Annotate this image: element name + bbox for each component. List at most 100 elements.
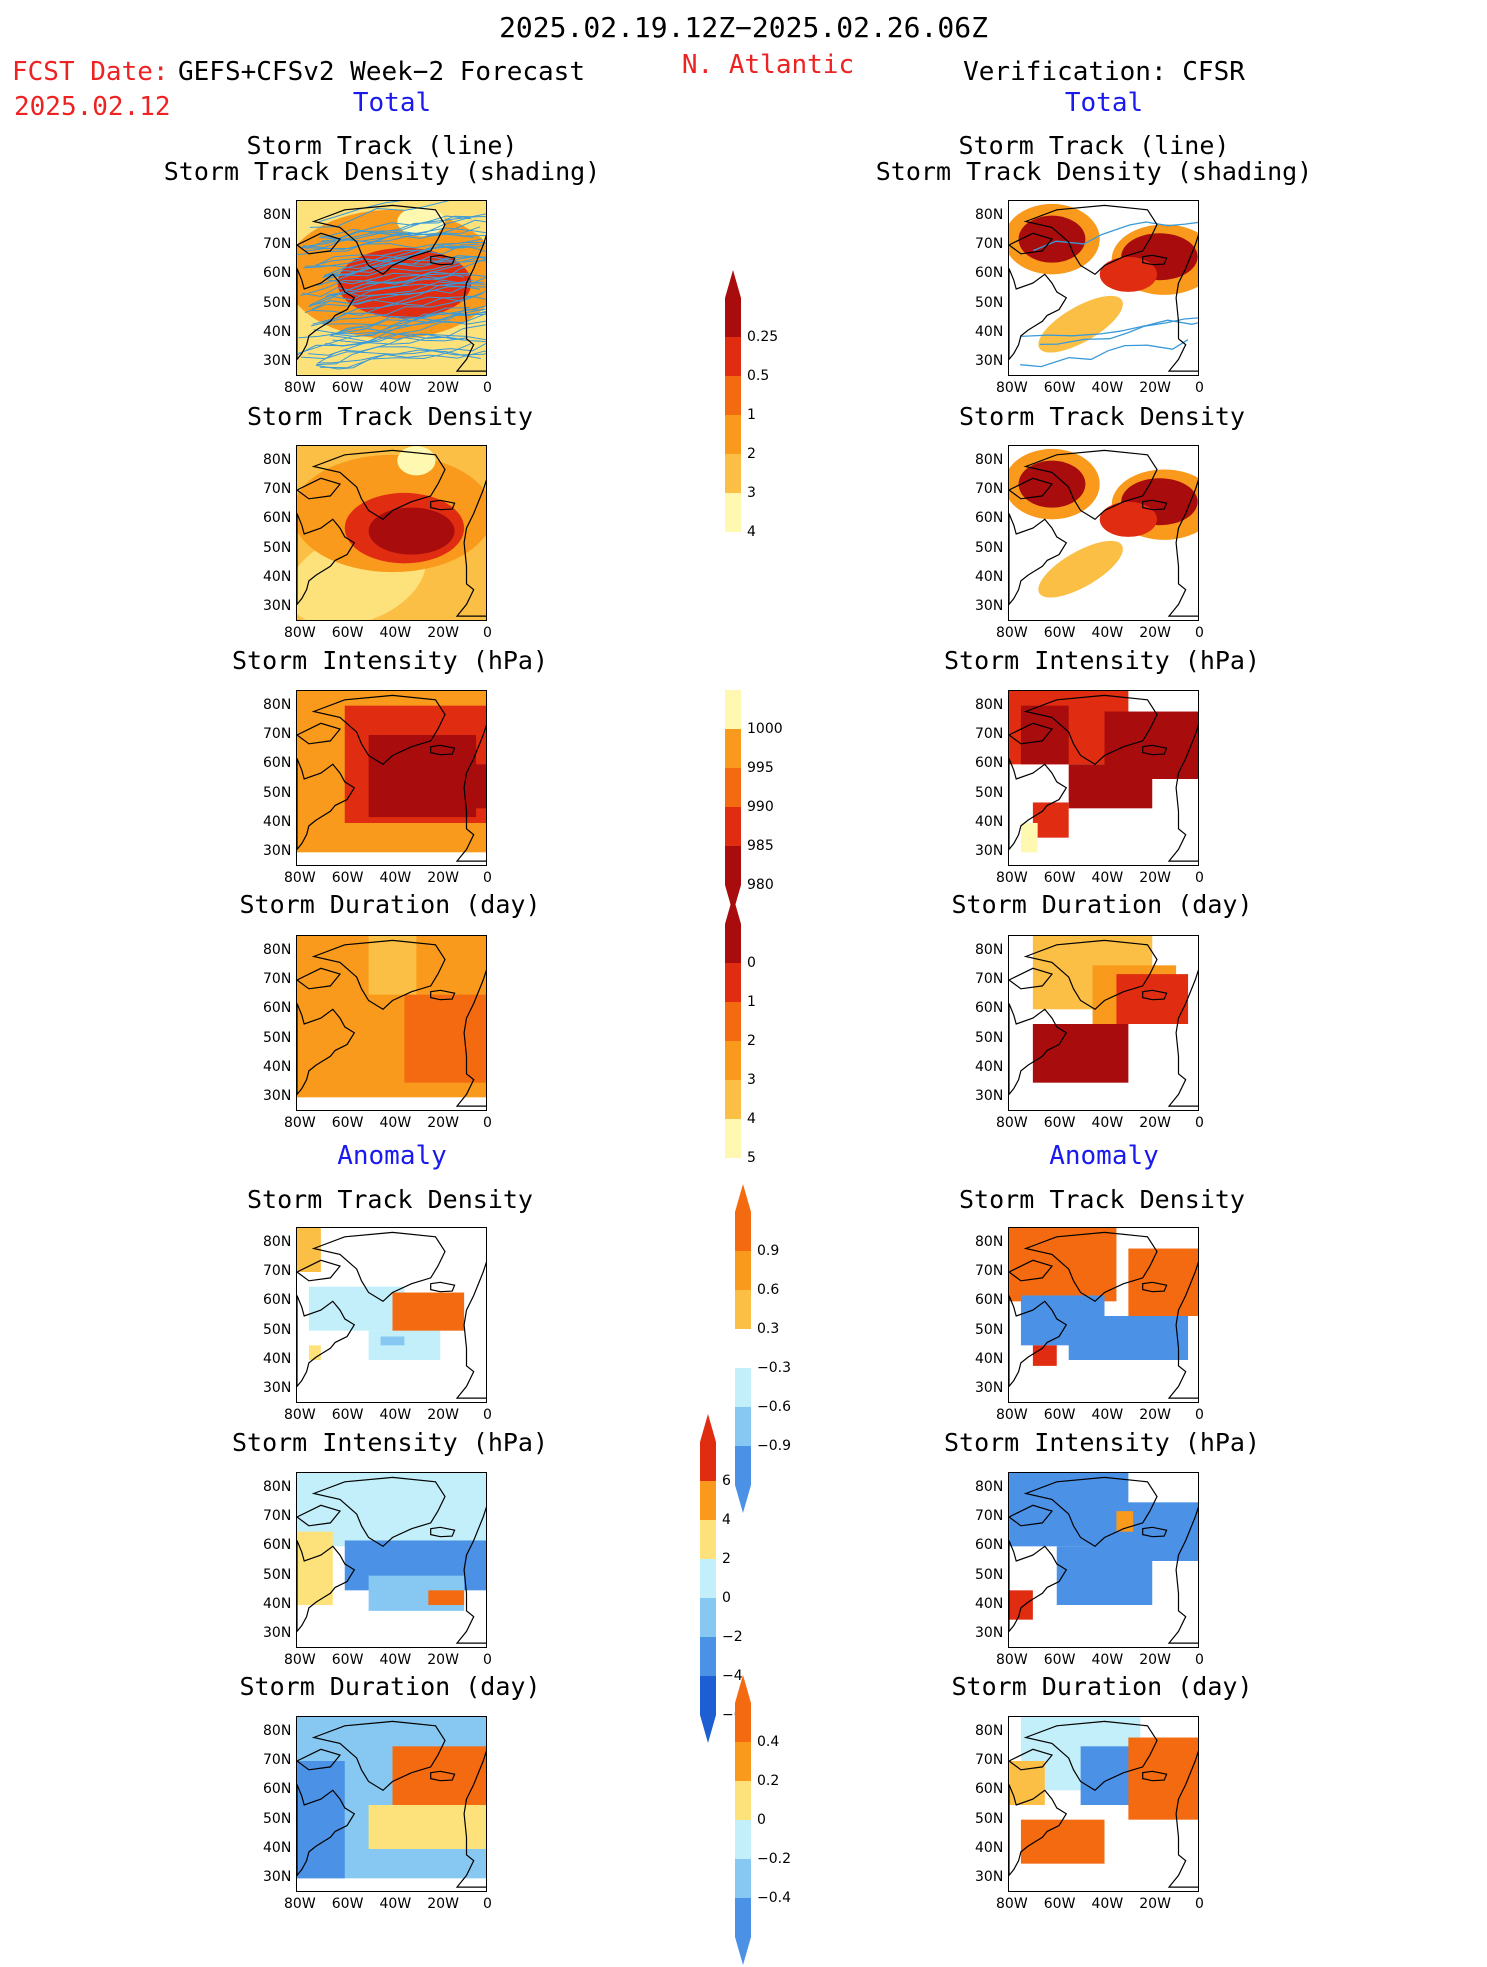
x-tick-label: 40W bbox=[379, 1407, 412, 1423]
y-tick-label: 60N bbox=[975, 755, 1004, 772]
y-tick-label: 50N bbox=[263, 784, 292, 801]
map-panel bbox=[296, 445, 487, 621]
storm-track-line bbox=[1020, 339, 1189, 368]
coastline bbox=[297, 268, 356, 361]
map-plot bbox=[1009, 691, 1198, 862]
storm-track-line bbox=[303, 215, 476, 249]
map-panel bbox=[296, 1472, 487, 1648]
y-tick-label: 70N bbox=[263, 1752, 292, 1768]
y-tick-label: 60N bbox=[263, 1292, 292, 1309]
colorbar-label: 0 bbox=[757, 1812, 766, 1828]
y-tick-label: 70N bbox=[975, 726, 1004, 742]
y-tick-label: 30N bbox=[263, 1869, 292, 1886]
colorbar-arrow bbox=[725, 270, 741, 298]
coastline bbox=[455, 1506, 486, 1644]
coastline bbox=[1009, 758, 1068, 851]
x-tick-label: 20W bbox=[427, 380, 459, 396]
y-tick-label: 30N bbox=[263, 598, 292, 615]
y-tick-label: 50N bbox=[975, 1321, 1004, 1338]
map-plot bbox=[297, 691, 486, 862]
colorbar-label: −0.4 bbox=[757, 1890, 791, 1906]
map-plot bbox=[297, 936, 486, 1107]
density-shading bbox=[1038, 540, 1123, 598]
coastline bbox=[1167, 969, 1198, 1107]
colorbar-segment bbox=[725, 963, 741, 1002]
colorbar-label: 4 bbox=[722, 1512, 731, 1528]
colorbar-arrow bbox=[735, 1675, 751, 1703]
x-tick-label: 20W bbox=[1139, 1407, 1171, 1423]
panel-title: Storm Intensity (hPa) bbox=[231, 646, 549, 675]
x-tick-label: 80W bbox=[996, 1115, 1028, 1131]
y-tick-label: 40N bbox=[975, 814, 1004, 830]
grid-cell bbox=[404, 994, 486, 1083]
y-tick-label: 30N bbox=[975, 1088, 1004, 1105]
coastline bbox=[297, 1540, 356, 1633]
coastline bbox=[1009, 1784, 1068, 1877]
grid-cell bbox=[1020, 1819, 1105, 1864]
colorbar-segment bbox=[735, 1368, 751, 1407]
grid-cell bbox=[392, 1292, 465, 1331]
coastline bbox=[1009, 1748, 1054, 1771]
coastline bbox=[1009, 1540, 1068, 1633]
x-tick-label: 60W bbox=[1043, 1407, 1076, 1423]
colorbar-segment bbox=[725, 924, 741, 963]
coastline bbox=[311, 1231, 446, 1303]
storm-track-line bbox=[331, 310, 486, 335]
coastline bbox=[297, 1259, 342, 1282]
coastline bbox=[1167, 234, 1198, 372]
colorbar-segment bbox=[725, 729, 741, 768]
map-panel bbox=[296, 1227, 487, 1403]
y-tick-label: 50N bbox=[975, 1810, 1004, 1827]
x-tick-label: 40W bbox=[1091, 870, 1124, 886]
storm-track-line bbox=[332, 333, 486, 344]
y-tick-label: 40N bbox=[263, 569, 292, 585]
y-tick-label: 80N bbox=[263, 696, 292, 713]
x-tick-label: 60W bbox=[331, 1896, 364, 1912]
coastline bbox=[455, 479, 486, 617]
storm-track-line bbox=[330, 305, 486, 343]
x-tick-label: 40W bbox=[1091, 1407, 1124, 1423]
y-tick-label: 50N bbox=[975, 294, 1004, 311]
colorbar-segment bbox=[735, 1859, 751, 1898]
map-plot bbox=[1009, 448, 1198, 617]
colorbar-label: −0.9 bbox=[757, 1438, 791, 1454]
y-tick-label: 70N bbox=[263, 1263, 292, 1279]
coastline bbox=[311, 449, 446, 521]
colorbar-label: 5 bbox=[747, 1150, 756, 1166]
colorbar-segment bbox=[700, 1481, 716, 1520]
storm-track-line bbox=[317, 350, 486, 364]
storm-track-line bbox=[313, 324, 486, 339]
y-tick-label: 80N bbox=[975, 451, 1004, 468]
x-tick-label: 20W bbox=[427, 1115, 459, 1131]
map-panel bbox=[1008, 935, 1199, 1111]
colorbar-segment bbox=[735, 1446, 751, 1485]
colorbar-label: 0.6 bbox=[757, 1282, 780, 1298]
colorbar-arrow bbox=[725, 896, 741, 924]
x-tick-label: 20W bbox=[427, 1407, 459, 1423]
y-tick-label: 70N bbox=[975, 971, 1004, 987]
colorbar-segment bbox=[735, 1781, 751, 1820]
x-tick-label: 80W bbox=[284, 1115, 316, 1131]
grid-cell bbox=[308, 1345, 321, 1360]
x-tick-label: 0 bbox=[483, 1115, 492, 1131]
x-tick-label: 80W bbox=[996, 1407, 1028, 1423]
map-panel bbox=[296, 200, 487, 376]
coastline bbox=[1023, 1231, 1158, 1303]
storm-track-line bbox=[331, 308, 486, 338]
coastline bbox=[1009, 268, 1068, 361]
y-tick-label: 70N bbox=[975, 1508, 1004, 1524]
colorbar-label: 4 bbox=[747, 524, 756, 540]
x-tick-label: 0 bbox=[1195, 1896, 1204, 1912]
y-tick-label: 70N bbox=[263, 1508, 292, 1524]
colorbar-label: −0.3 bbox=[757, 1360, 791, 1376]
colorbar-segment bbox=[700, 1598, 716, 1637]
fcst-model: GEFS+CFSv2 Week−2 Forecast bbox=[178, 57, 585, 87]
coastline bbox=[1009, 1259, 1054, 1282]
y-tick-label: 40N bbox=[975, 569, 1004, 585]
y-tick-label: 80N bbox=[263, 1478, 292, 1495]
map-panel bbox=[1008, 445, 1199, 621]
colorbar-label: 0.4 bbox=[757, 1734, 780, 1750]
grid-cell bbox=[1032, 1345, 1057, 1366]
map-plot bbox=[1009, 1473, 1198, 1644]
colorbar bbox=[725, 690, 741, 913]
